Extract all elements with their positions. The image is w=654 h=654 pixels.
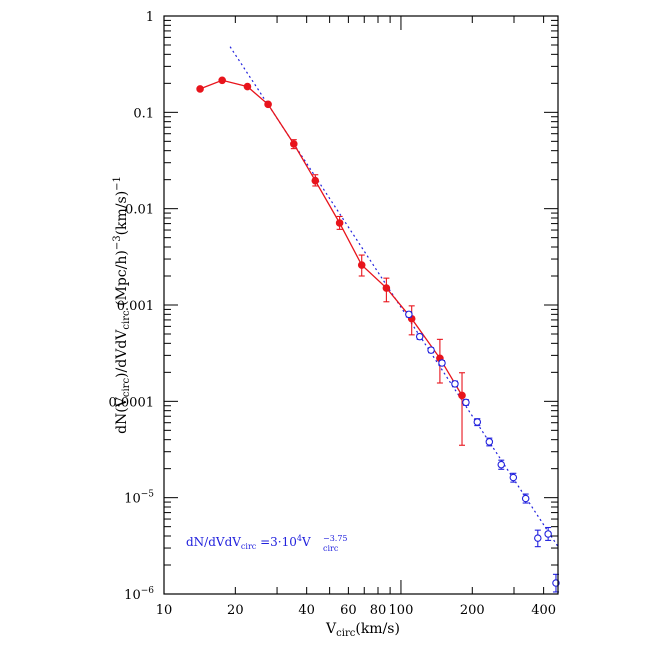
- data-point: [473, 418, 482, 426]
- fit-annotation: dN/dVdVcirc =3·104V −3.75 circ: [186, 534, 348, 553]
- svg-text:−3.75: −3.75: [323, 534, 348, 543]
- data-point: [544, 530, 552, 538]
- y-tick-label: 0.01: [125, 203, 154, 218]
- data-point: [509, 473, 518, 482]
- data-point: [264, 100, 272, 109]
- data-point: [405, 310, 413, 319]
- x-tick-label: 80: [370, 603, 387, 618]
- data-point: [497, 460, 505, 469]
- y-axis-title: dN(Vcirc)/dVdVcirc (Mpc/h)−3(km/s)−1: [112, 176, 132, 434]
- x-tick-label: 10: [156, 603, 173, 618]
- axes-frame: [163, 15, 559, 595]
- y-tick-label: 0.0001: [109, 395, 155, 410]
- data-point: [485, 438, 494, 446]
- data-point: [427, 346, 435, 354]
- series-2: [405, 310, 560, 593]
- data-point: [311, 176, 320, 185]
- data-point: [451, 380, 459, 388]
- y-tick-label: 1: [146, 10, 154, 25]
- x-tick-label: 40: [298, 603, 315, 618]
- data-point: [415, 332, 424, 341]
- svg-text:dN/dVdVcirc =3·104V: dN/dVdVcirc =3·104V: [186, 534, 311, 551]
- x-tick-label: 400: [531, 603, 556, 618]
- x-tick-label: 20: [227, 603, 244, 618]
- plot-area: [196, 46, 560, 593]
- data-point: [243, 82, 252, 91]
- y-tick-label: 0.1: [133, 106, 154, 121]
- data-point: [534, 534, 542, 542]
- x-tick-label: 60: [340, 603, 357, 618]
- axis-ticks: 10 20 40 60 80 100 200 400 1 0.1 0.01 0.001 0.0001 10…: [109, 10, 558, 618]
- data-point: [289, 140, 298, 148]
- x-tick-label: 100: [389, 603, 414, 618]
- data-point: [382, 284, 391, 292]
- y-tick-label: 10−5: [124, 490, 154, 507]
- x-tick-label: 200: [460, 603, 485, 618]
- plot-frame: [163, 15, 559, 595]
- x-axis-title: Vcirc(km/s): [325, 621, 400, 639]
- data-point: [218, 76, 226, 85]
- data-point: [438, 359, 446, 367]
- data-point: [196, 85, 204, 93]
- svg-text:circ: circ: [323, 544, 339, 553]
- data-point: [458, 391, 466, 400]
- data-point: [462, 398, 470, 407]
- series-line: [199, 79, 463, 396]
- data-point: [521, 494, 530, 503]
- series-1: [196, 76, 466, 446]
- data-point: [357, 261, 366, 269]
- y-tick-label: 10−6: [124, 586, 154, 603]
- data-point: [335, 219, 344, 227]
- y-tick-label: 0.001: [117, 299, 154, 314]
